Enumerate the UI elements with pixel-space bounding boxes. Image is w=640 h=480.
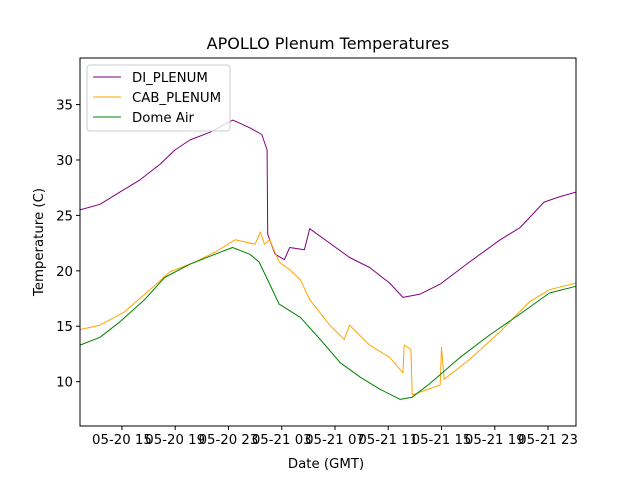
series-layer bbox=[79, 119, 577, 400]
x-tick-label: 05-21 15 bbox=[412, 433, 472, 448]
x-tick-label: 05-20 15 bbox=[92, 433, 152, 448]
y-axis-label: Temperature (C) bbox=[32, 188, 47, 297]
plot-frame bbox=[79, 57, 577, 427]
y-axis: 10 15 20 25 30 35 bbox=[56, 99, 80, 391]
x-tick-label: 05-20 23 bbox=[199, 433, 259, 448]
chart-title: APOLLO Plenum Temperatures bbox=[207, 34, 450, 53]
legend: DI_PLENUM CAB_PLENUM Dome Air bbox=[86, 64, 231, 132]
y-tick-label: 25 bbox=[56, 209, 73, 224]
x-tick-label: 05-21 03 bbox=[252, 433, 312, 448]
y-tick-label: 35 bbox=[56, 99, 73, 114]
legend-box bbox=[86, 64, 231, 132]
legend-label: Dome Air bbox=[132, 111, 195, 126]
x-axis-label: Date (GMT) bbox=[288, 457, 364, 472]
x-tick-label: 05-21 11 bbox=[358, 433, 418, 448]
x-tick-label: 05-21 23 bbox=[518, 433, 578, 448]
x-tick-label: 05-20 19 bbox=[145, 433, 205, 448]
y-tick-label: 30 bbox=[56, 154, 73, 169]
x-tick-label: 05-21 07 bbox=[305, 433, 365, 448]
y-tick-label: 10 bbox=[56, 376, 73, 391]
y-tick-label: 15 bbox=[56, 320, 73, 335]
legend-label: CAB_PLENUM bbox=[132, 91, 221, 106]
x-tick-label: 05-21 19 bbox=[465, 433, 525, 448]
y-tick-label: 20 bbox=[56, 265, 73, 280]
legend-label: DI_PLENUM bbox=[132, 71, 208, 86]
